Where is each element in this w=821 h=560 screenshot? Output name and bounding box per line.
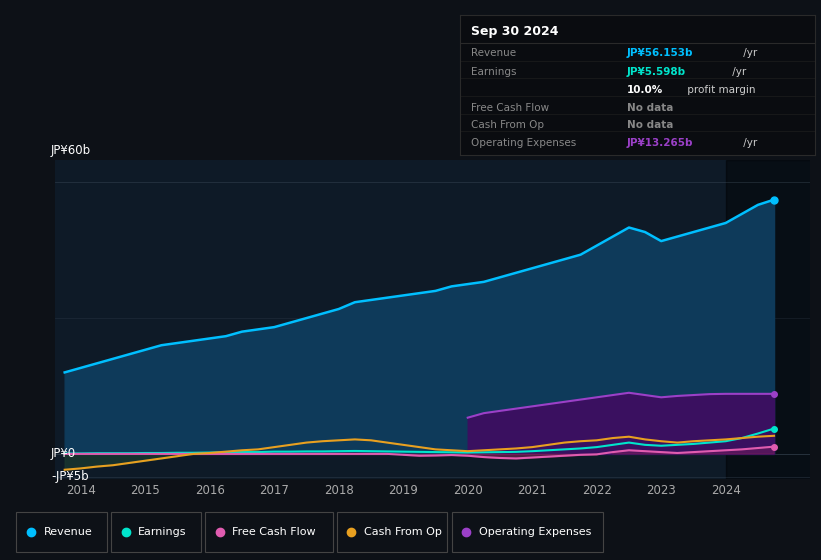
Text: 10.0%: 10.0% (627, 85, 663, 95)
Text: Operating Expenses: Operating Expenses (470, 138, 576, 148)
Text: JP¥5.598b: JP¥5.598b (627, 67, 686, 77)
Text: Sep 30 2024: Sep 30 2024 (470, 25, 558, 38)
Text: /yr: /yr (729, 67, 746, 77)
Text: /yr: /yr (741, 48, 758, 58)
Text: JP¥56.153b: JP¥56.153b (627, 48, 694, 58)
Text: Free Cash Flow: Free Cash Flow (470, 103, 548, 113)
Text: Revenue: Revenue (44, 527, 92, 537)
Text: JP¥13.265b: JP¥13.265b (627, 138, 694, 148)
Text: profit margin: profit margin (684, 85, 755, 95)
Text: Cash From Op: Cash From Op (364, 527, 442, 537)
Bar (726, 160, 821, 479)
Text: JP¥60b: JP¥60b (51, 144, 91, 157)
Text: -JP¥5b: -JP¥5b (51, 470, 89, 483)
Text: Operating Expenses: Operating Expenses (479, 527, 591, 537)
Text: No data: No data (627, 103, 673, 113)
Text: JP¥0: JP¥0 (51, 447, 76, 460)
Text: /yr: /yr (741, 138, 758, 148)
Text: Earnings: Earnings (138, 527, 186, 537)
Text: Earnings: Earnings (470, 67, 516, 77)
Text: Cash From Op: Cash From Op (470, 120, 544, 130)
Text: No data: No data (627, 120, 673, 130)
Text: Revenue: Revenue (470, 48, 516, 58)
Text: Free Cash Flow: Free Cash Flow (232, 527, 316, 537)
